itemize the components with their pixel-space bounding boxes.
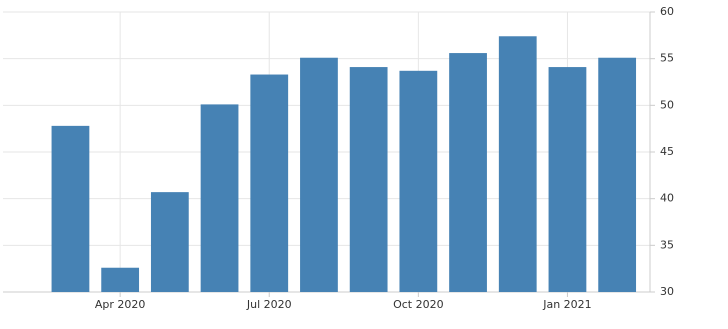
bar <box>548 67 587 292</box>
x-tick-label: Oct 2020 <box>393 298 444 311</box>
bar <box>200 104 239 293</box>
y-tick-label: 35 <box>660 238 674 251</box>
bar <box>300 57 338 292</box>
bar <box>399 70 438 292</box>
bar <box>51 125 90 292</box>
y-tick-label: 30 <box>660 285 674 298</box>
y-tick-label: 55 <box>660 52 674 65</box>
x-tick-label: Jan 2021 <box>542 298 591 311</box>
x-tick-label: Jul 2020 <box>246 298 292 311</box>
y-tick-label: 45 <box>660 145 674 158</box>
bar <box>101 267 140 292</box>
bar <box>349 67 388 292</box>
bar <box>449 53 487 292</box>
y-tick-label: 40 <box>660 192 674 205</box>
x-tick-label: Apr 2020 <box>95 298 146 311</box>
bar <box>250 74 289 293</box>
y-tick-label: 60 <box>660 5 674 18</box>
bar <box>498 36 537 293</box>
bar <box>598 57 637 292</box>
bar <box>150 192 189 292</box>
y-tick-label: 50 <box>660 98 674 111</box>
